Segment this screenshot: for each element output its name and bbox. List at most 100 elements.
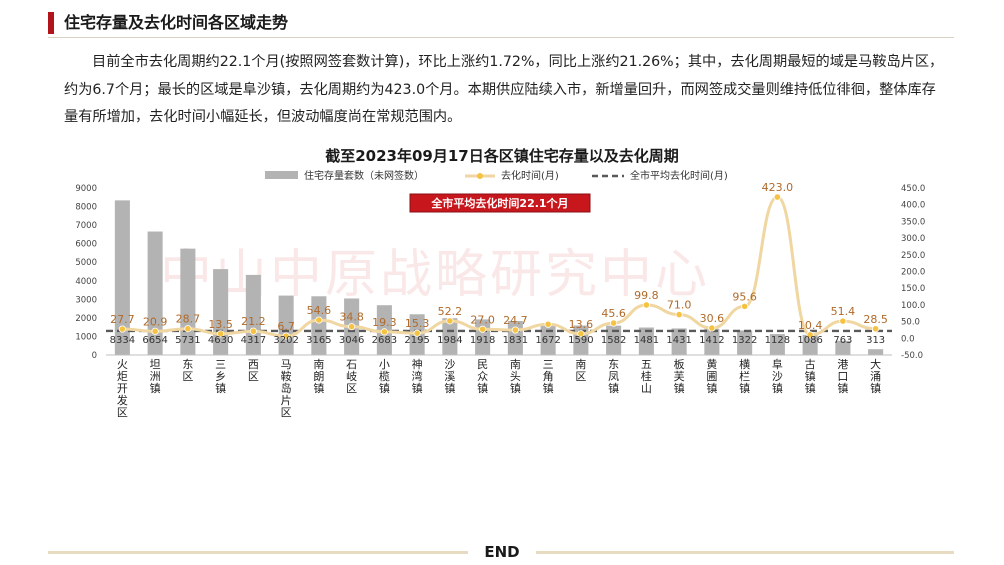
- absorption-data-label: 423.0: [762, 181, 794, 194]
- absorption-point: [839, 317, 847, 325]
- bar: [868, 349, 884, 355]
- absorption-data-label: 28.7: [176, 313, 201, 326]
- x-tick-label: 坦洲镇: [150, 357, 161, 395]
- absorption-data-label: 24.7: [503, 314, 528, 327]
- footer-end: END: [484, 543, 520, 561]
- absorption-series-line: [122, 195, 876, 338]
- absorption-point: [544, 320, 552, 328]
- absorption-data-label: 28.5: [863, 313, 888, 326]
- bar-data-label: 5731: [175, 335, 200, 346]
- y-left-tick-label: 2000: [75, 314, 97, 324]
- y-right-tick-label: 100.0: [901, 301, 925, 311]
- absorption-point: [872, 325, 880, 333]
- bar-data-label: 2195: [404, 335, 429, 346]
- absorption-point: [708, 324, 716, 332]
- absorption-point: [577, 330, 585, 338]
- x-tick-label: 古镇镇: [805, 358, 816, 395]
- absorption-point: [479, 325, 487, 333]
- absorption-data-label: 20.9: [143, 315, 168, 328]
- y-left-tick-label: 7000: [75, 221, 97, 231]
- legend-marker-absorption: [477, 173, 483, 179]
- bar: [311, 296, 327, 355]
- x-tick-label: 板芙镇: [674, 357, 685, 395]
- y-left-tick-label: 1000: [75, 332, 97, 342]
- x-tick-label: 南区: [575, 358, 586, 383]
- x-tick-label: 火炬开发区: [117, 358, 128, 419]
- y-left-tick-label: 4000: [75, 277, 97, 287]
- bar-data-label: 4317: [241, 335, 266, 346]
- bar: [671, 328, 687, 355]
- bar: [147, 231, 163, 355]
- bar: [737, 330, 753, 355]
- y-left-tick-label: 9000: [75, 184, 97, 194]
- bar-data-label: 1086: [797, 335, 822, 346]
- x-tick-label: 大涌镇: [870, 357, 881, 395]
- bar-data-label: 1984: [437, 335, 462, 346]
- y-right-tick-label: 450.0: [901, 184, 925, 194]
- absorption-data-label: 15.3: [405, 317, 430, 330]
- absorption-data-label: 51.4: [831, 305, 856, 318]
- y-right-tick-label: 0.0: [901, 334, 915, 344]
- absorption-point: [773, 193, 781, 201]
- y-right-tick-label: 50.0: [901, 318, 920, 328]
- absorption-point: [511, 326, 519, 334]
- absorption-data-label: 52.2: [438, 305, 463, 318]
- absorption-point: [151, 327, 159, 335]
- absorption-point: [282, 332, 290, 340]
- bar-data-label: 1481: [634, 335, 659, 346]
- bar-data-label: 763: [833, 335, 852, 346]
- absorption-point: [118, 325, 126, 333]
- bar: [606, 325, 622, 355]
- x-tick-label: 神湾镇: [412, 357, 423, 395]
- absorption-point: [217, 330, 225, 338]
- y-right-tick-label: -50.0: [901, 351, 923, 361]
- legend-label-stock: 住宅存量套数（未网签数）: [304, 169, 424, 182]
- absorption-data-label: 54.6: [307, 304, 332, 317]
- y-right-tick-label: 400.0: [901, 201, 925, 211]
- x-tick-label: 南朗镇: [313, 358, 324, 395]
- bar-data-label: 1590: [568, 335, 593, 346]
- bar-data-label: 3046: [339, 335, 364, 346]
- x-tick-label: 马鞍岛片区: [281, 358, 292, 419]
- x-tick-label: 三角镇: [543, 358, 554, 395]
- absorption-point: [675, 310, 683, 319]
- x-tick-label: 港口镇: [837, 358, 848, 395]
- legend-label-average: 全市平均去化时间(月): [630, 169, 728, 182]
- x-tick-label: 三乡镇: [215, 358, 226, 395]
- bar-data-label: 1831: [503, 335, 528, 346]
- bar-data-label: 3165: [306, 335, 331, 346]
- x-tick-label: 东区: [182, 358, 193, 383]
- legend-label-absorption: 去化时间(月): [501, 169, 559, 182]
- bar-data-label: 1672: [535, 335, 560, 346]
- absorption-point: [184, 325, 192, 333]
- bar-data-label: 3202: [273, 335, 298, 346]
- absorption-data-label: 71.0: [667, 299, 692, 312]
- bar: [114, 200, 130, 355]
- x-tick-label: 横栏镇: [739, 357, 750, 395]
- bar: [278, 295, 294, 355]
- bar-data-label: 1431: [666, 335, 691, 346]
- absorption-point: [348, 323, 356, 331]
- absorption-data-label: 45.6: [601, 307, 626, 320]
- x-tick-label: 黄圃镇: [706, 357, 717, 395]
- chart-title: 截至2023年09月17日各区镇住宅存量以及去化周期: [325, 147, 679, 165]
- absorption-data-label: 27.0: [470, 313, 495, 326]
- bar-data-label: 4630: [208, 335, 233, 346]
- absorption-data-label: 99.8: [634, 289, 659, 302]
- absorption-data-label: 13.6: [569, 318, 594, 331]
- absorption-point: [413, 329, 421, 337]
- average-annotation-box: [409, 193, 591, 213]
- absorption-data-label: 6.7: [277, 320, 295, 333]
- bar-data-label: 6654: [142, 335, 167, 346]
- absorption-point: [642, 301, 650, 309]
- bar: [638, 327, 654, 355]
- section-accent-bar: [48, 12, 54, 34]
- absorption-point: [610, 319, 618, 327]
- y-right-tick-label: 150.0: [901, 284, 925, 294]
- y-right-tick-label: 200.0: [901, 268, 925, 278]
- x-tick-label: 阜沙镇: [772, 358, 783, 395]
- summary-paragraph: 目前全市去化周期约22.1个月(按照网签套数计算)，环比上涨约1.72%，同比上…: [64, 54, 944, 125]
- stock-and-absorption-chart: 0 1000 2000 3000 4000 5000 6000 7000 8000 9000 -50…: [75, 169, 925, 419]
- bar: [835, 340, 851, 355]
- absorption-point: [806, 331, 814, 339]
